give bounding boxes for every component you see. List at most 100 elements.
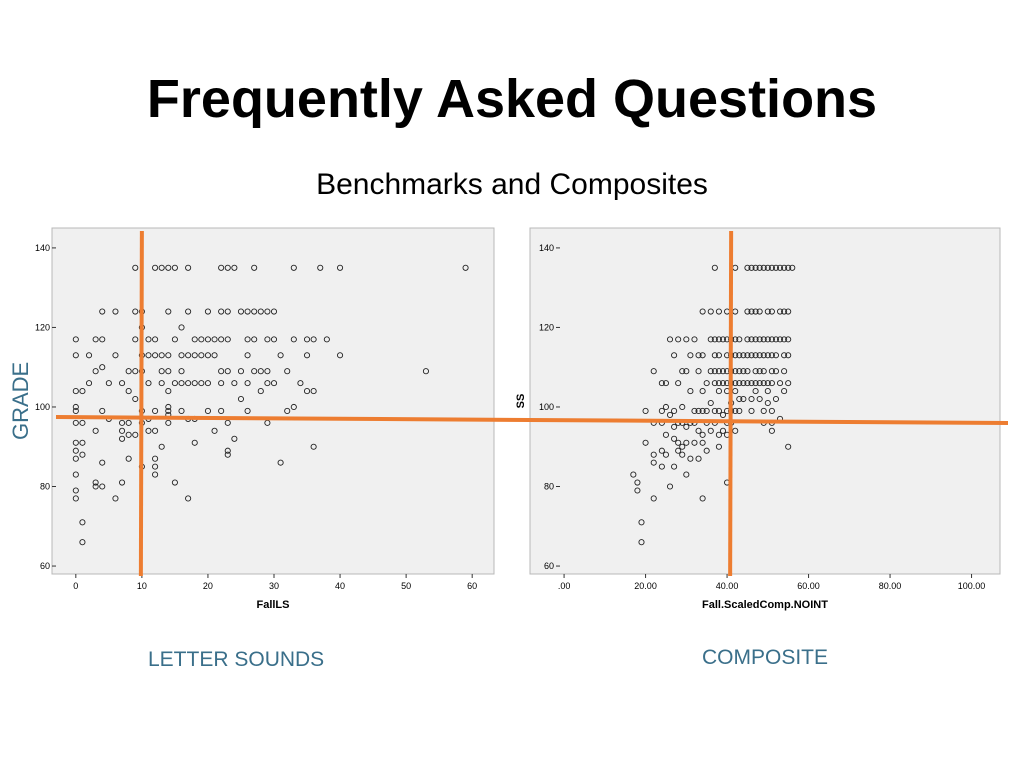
data-point [760,407,767,415]
data-point [776,336,784,343]
data-point [119,435,126,442]
data-point [768,407,775,415]
data-point [171,264,178,271]
data-point [99,308,106,315]
data-point [119,419,126,426]
data-point [711,336,718,343]
data-point [781,388,788,395]
data-point [191,352,198,359]
data-point [224,451,231,458]
data-point [658,380,665,387]
data-point [204,407,211,415]
data-point [715,368,722,375]
data-point [650,451,657,458]
data-point [422,368,429,375]
data-point [218,380,225,387]
x-tick-label: 60.00 [797,581,820,591]
data-point [224,419,231,426]
data-point [776,264,784,271]
data-point [740,395,747,403]
benchmark-lines [55,230,1009,577]
data-point [756,380,763,387]
data-point [756,308,763,315]
data-point [768,336,775,343]
data-point [715,336,722,343]
data-point [72,336,79,343]
data-point [683,336,690,343]
data-point [752,388,759,395]
data-point [772,352,780,359]
data-point [125,368,132,375]
data-point [119,380,126,387]
caption-letter-sounds: LETTER SOUNDS [148,648,325,671]
data-point [760,368,767,375]
data-point [218,336,225,343]
data-point [658,447,665,454]
y-tick-label: 140 [539,243,554,253]
x-tick-label: 20 [203,581,213,591]
data-point [79,388,86,395]
data-point [125,419,132,426]
data-point [204,380,211,387]
data-point [198,380,205,387]
data-point [768,352,775,359]
data-point [224,447,231,454]
data-point [290,336,297,343]
data-point [715,388,722,395]
data-point [224,336,231,343]
data-point [748,336,755,343]
data-point [119,479,126,486]
data-point [642,407,649,415]
data-point [744,352,751,359]
data-point [695,407,702,415]
data-point [760,336,767,343]
data-point [152,463,159,470]
data-point [683,368,690,375]
scatter-plot-letter-sounds: 60 80 100 120 140 0 10 20 30 40 50 60 FallLS [35,227,495,611]
data-point [630,471,637,478]
data-point [165,403,172,411]
data-point [650,495,657,502]
data-point [132,431,139,438]
data-point [92,483,99,490]
data-point [662,403,669,411]
data-point [224,308,231,315]
x-tick-label: 40 [335,581,345,591]
data-point [72,403,79,411]
data-point [760,352,767,359]
y-tick-label: 80 [544,482,554,492]
data-point [264,380,271,387]
data-point [736,395,743,403]
data-point [125,455,132,462]
data-point [79,439,86,446]
data-point [638,539,645,546]
data-point [145,352,152,359]
data-point [699,431,706,438]
data-point [158,380,165,387]
data-point [699,407,706,415]
data-point [711,380,718,387]
data-point [171,479,178,486]
benchmark-vertical-line [728,230,734,577]
data-point [650,368,657,375]
y-tick-label: 60 [544,561,554,571]
data-point [772,264,780,271]
data-point [703,380,710,387]
data-point [237,395,245,403]
data-point [270,308,278,315]
data-point [79,539,86,546]
data-point [752,380,759,387]
data-point [752,264,759,271]
data-point [165,419,172,426]
data-point [715,407,722,415]
data-point [715,443,722,450]
caption-composite: COMPOSITE [702,646,829,669]
data-point [662,380,669,387]
data-point [92,427,99,434]
data-point [695,455,702,462]
data-point [675,439,682,446]
data-point [736,380,743,387]
data-point [270,380,278,387]
data-point [760,380,767,387]
data-point [671,352,678,359]
